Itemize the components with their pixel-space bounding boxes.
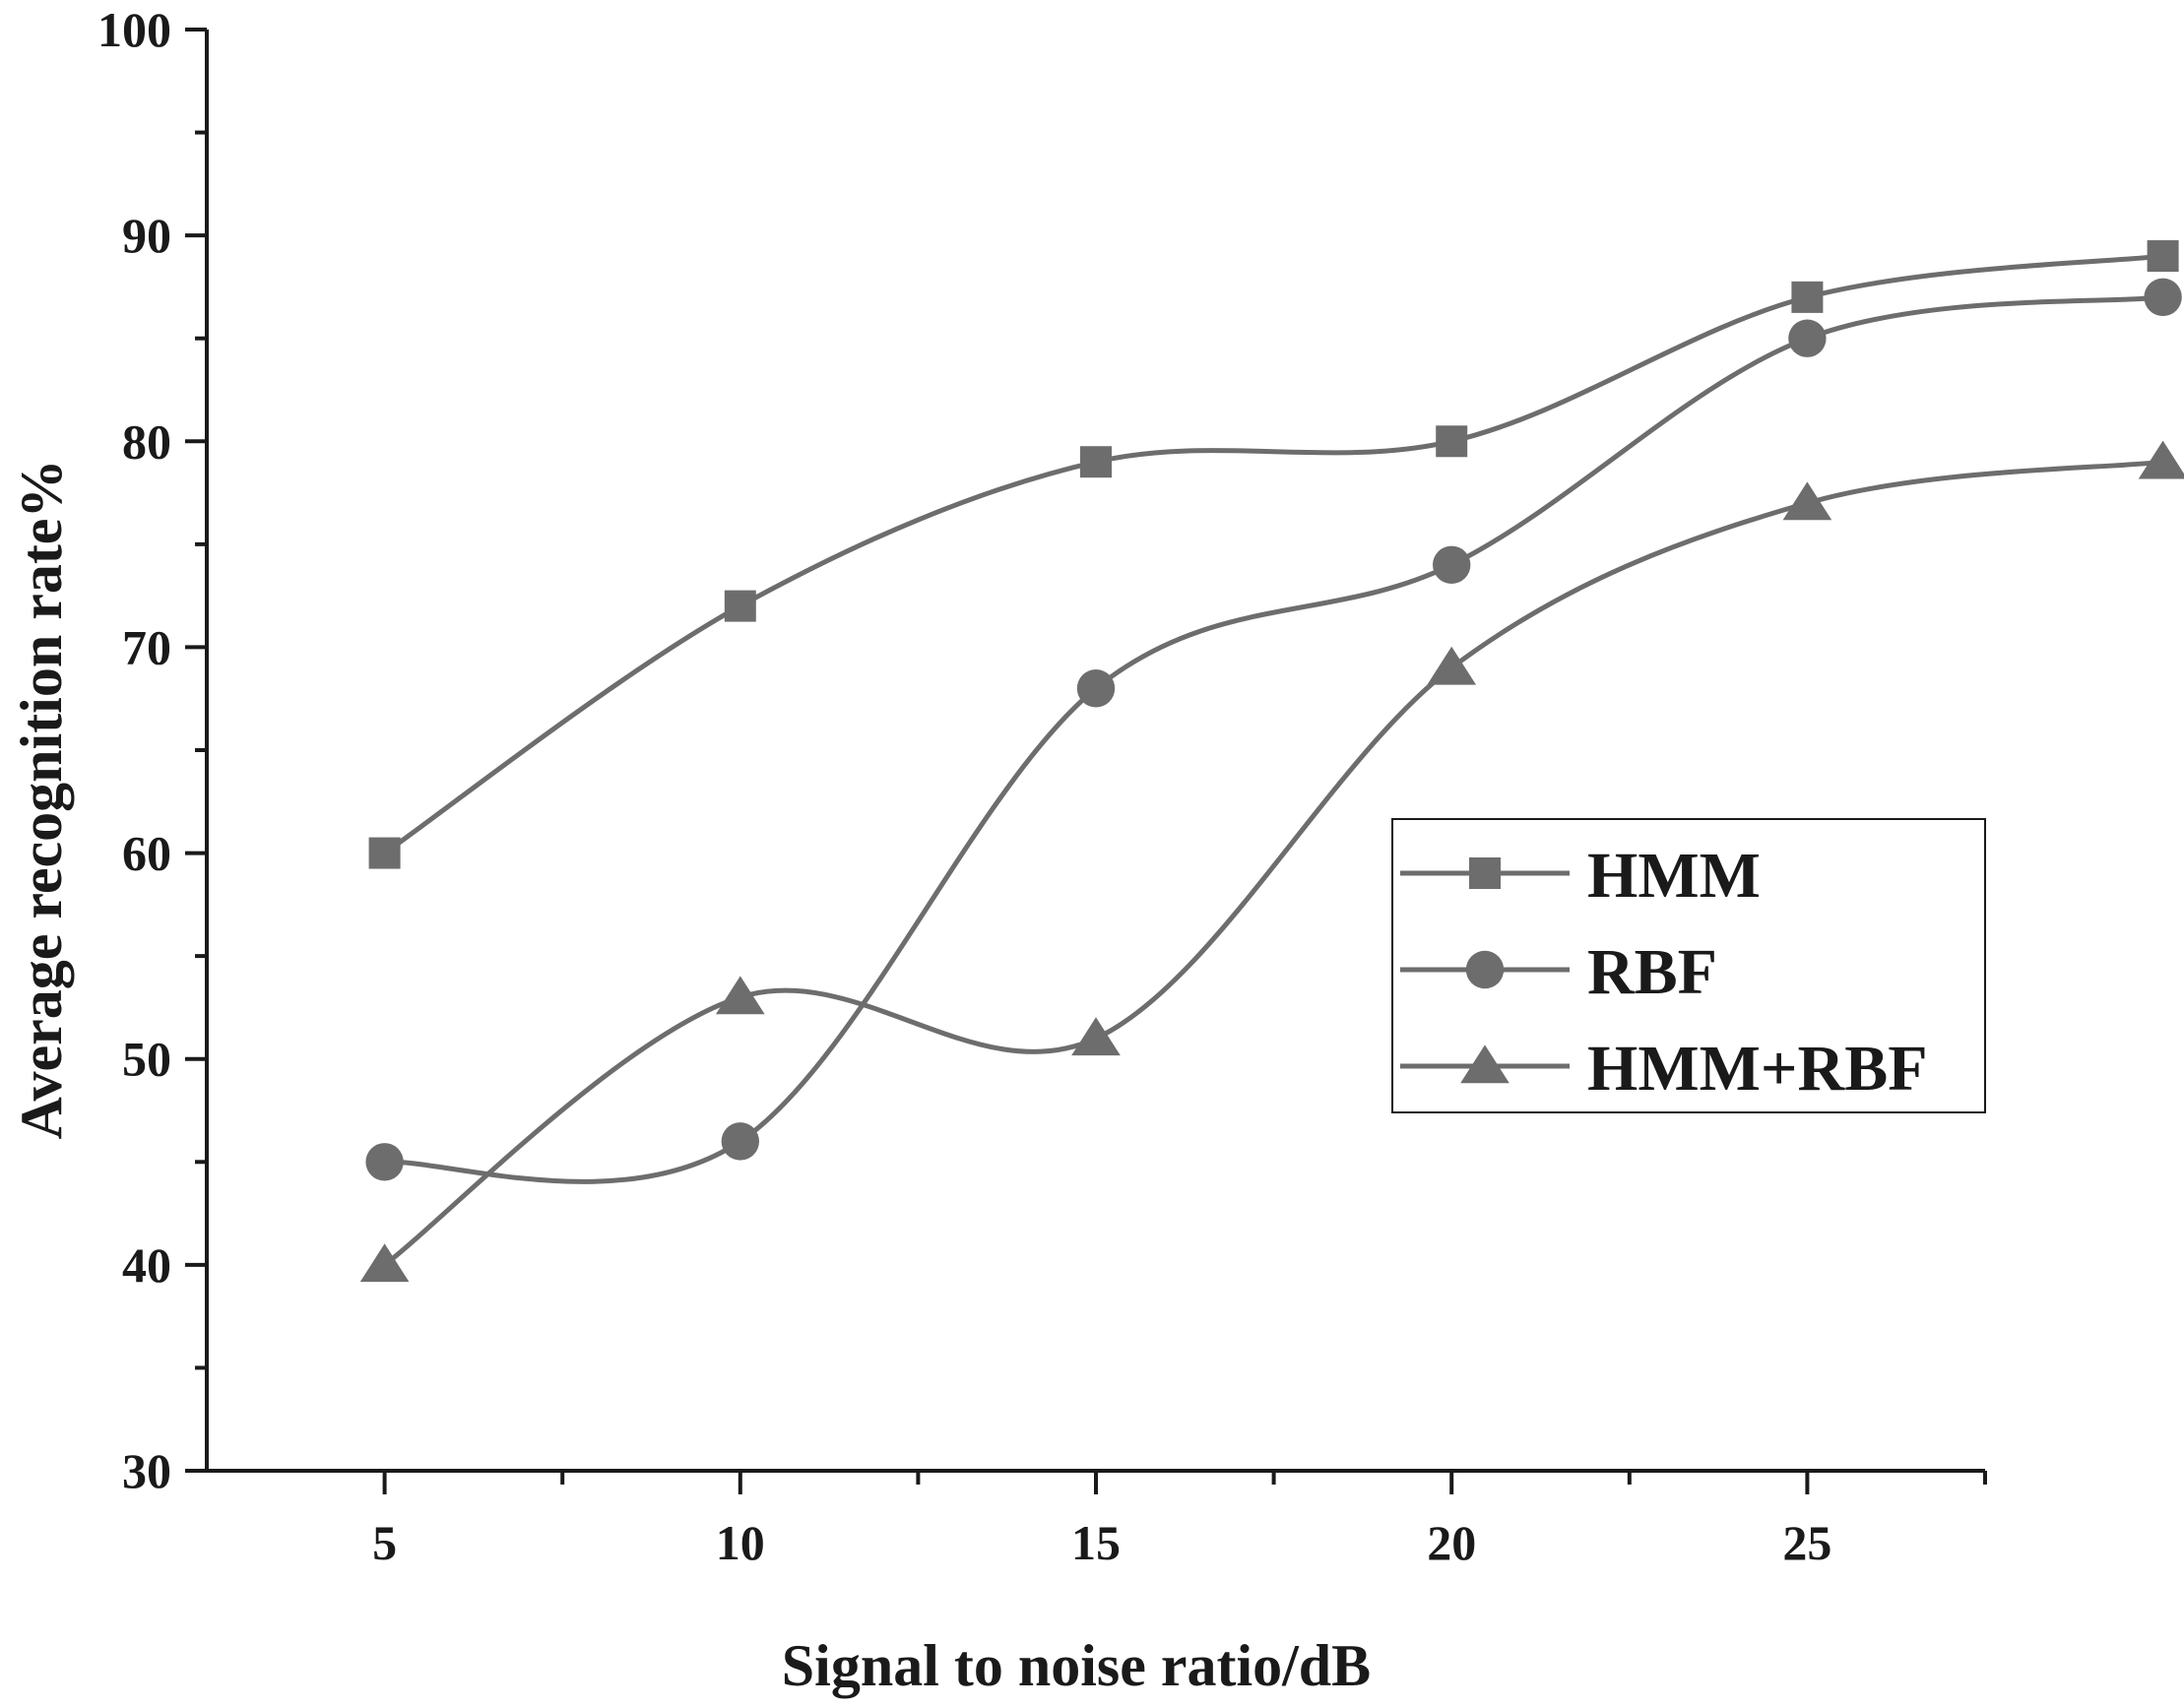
data-point-hmm <box>724 590 756 622</box>
data-point-hmm-rbf <box>359 1243 410 1283</box>
legend-label-rbf: RBF <box>1587 936 1717 1008</box>
data-point-rbf <box>2144 278 2182 317</box>
data-point-hmm-rbf <box>1782 481 1832 521</box>
y-tick-label: 40 <box>122 1237 171 1293</box>
data-point-hmm-rbf <box>1071 1017 1121 1056</box>
y-tick-label: 70 <box>122 619 171 674</box>
legend-marker-hmm-rbf <box>1460 1044 1510 1084</box>
y-axis-title: Average recognition rate% <box>9 460 74 1140</box>
data-point-rbf <box>1433 545 1471 584</box>
x-tick-label: 15 <box>1071 1515 1121 1570</box>
legend: HMM RBF HMM+RBF <box>1391 818 1986 1113</box>
x-tick-label: 5 <box>372 1515 397 1570</box>
data-point-hmm-rbf <box>715 976 765 1015</box>
data-point-hmm <box>1080 446 1112 478</box>
y-tick-label: 90 <box>122 208 171 263</box>
data-point-hmm <box>1791 281 1824 313</box>
y-tick-label: 80 <box>122 413 171 469</box>
series-markers-layer <box>359 240 2184 1283</box>
data-point-rbf <box>721 1122 759 1161</box>
series-line-hmm <box>383 253 2163 855</box>
series-line-rbf <box>384 294 2163 1184</box>
y-tick-label: 60 <box>122 826 171 881</box>
x-axis-title: Signal to noise ratio/dB <box>782 1633 1371 1698</box>
data-point-hmm-rbf <box>1427 646 1477 685</box>
legend-label-hmm: HMM <box>1587 840 1761 912</box>
x-tick-label: 25 <box>1782 1515 1831 1570</box>
legend-label-hmm-rbf: HMM+RBF <box>1587 1033 1928 1105</box>
data-point-hmm <box>1436 425 1468 458</box>
legend-marker-hmm <box>1469 857 1501 889</box>
data-point-rbf <box>365 1143 404 1181</box>
legend-marker-rbf <box>1465 950 1505 989</box>
data-point-rbf <box>1076 669 1116 708</box>
ticks-layer: 30 40 50 60 70 80 90 100 5 10 15 20 25 <box>97 2 1987 1570</box>
y-tick-label: 100 <box>97 2 171 57</box>
x-tick-label: 20 <box>1427 1515 1476 1570</box>
series-lines-layer <box>383 253 2163 1267</box>
y-tick-label: 30 <box>122 1443 171 1498</box>
series-line-hmm-rbf <box>383 459 2163 1267</box>
data-point-hmm <box>2147 240 2179 273</box>
y-tick-label: 50 <box>122 1032 171 1087</box>
axes-layer <box>205 30 1985 1473</box>
data-point-hmm <box>368 837 401 869</box>
data-point-rbf <box>1788 319 1827 357</box>
x-tick-label: 10 <box>716 1515 765 1570</box>
data-point-hmm-rbf <box>2138 440 2184 479</box>
